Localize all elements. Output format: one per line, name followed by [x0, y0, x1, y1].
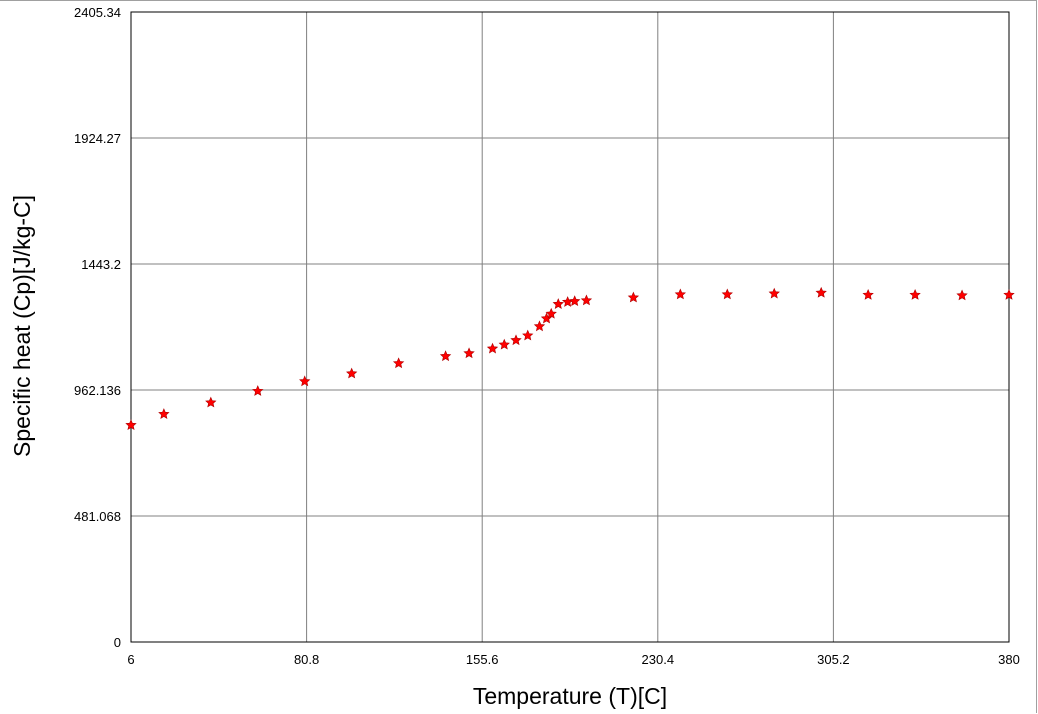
- y-axis-title: Specific heat (Cp)[J/kg-C]: [9, 195, 35, 457]
- data-point: [533, 320, 546, 332]
- plot-area: [130, 11, 1010, 643]
- y-tick-label: 2405.34: [74, 5, 121, 20]
- data-point: [498, 338, 510, 350]
- x-tick-label: 305.2: [817, 652, 850, 667]
- x-tick-label: 380: [998, 652, 1020, 667]
- y-tick-labels: 0 481.068 962.136 1443.2 1924.27 2405.34: [74, 5, 121, 650]
- data-point: [125, 419, 137, 430]
- x-axis-title: Temperature (T)[C]: [473, 683, 667, 709]
- data-point: [674, 288, 686, 300]
- data-point: [158, 408, 170, 419]
- y-tick-label: 0: [114, 635, 121, 650]
- data-point: [569, 295, 581, 307]
- data-point: [768, 287, 780, 299]
- x-tick-label: 230.4: [642, 652, 675, 667]
- data-point: [627, 291, 640, 303]
- data-point: [1003, 289, 1015, 300]
- x-tick-label: 6: [127, 652, 134, 667]
- data-point: [205, 396, 217, 408]
- x-tick-label: 155.6: [466, 652, 499, 667]
- data-point: [392, 357, 405, 369]
- data-point: [552, 298, 564, 309]
- data-point: [439, 350, 452, 362]
- y-tick-label: 1924.27: [74, 131, 121, 146]
- data-point: [522, 329, 534, 341]
- y-tick-label: 1443.2: [81, 257, 121, 272]
- data-point: [909, 289, 921, 300]
- y-tick-label: 962.136: [74, 383, 121, 398]
- data-point: [561, 296, 574, 307]
- grid-lines: [131, 12, 1009, 642]
- data-point: [463, 347, 475, 359]
- data-point: [815, 286, 827, 298]
- data-point: [956, 289, 968, 301]
- data-point: [580, 294, 593, 306]
- x-tick-labels: 6 80.8 155.6 230.4 305.2 380: [127, 652, 1019, 667]
- data-point: [510, 334, 522, 346]
- y-tick-label: 481.068: [74, 509, 121, 524]
- x-tick-label: 80.8: [294, 652, 319, 667]
- data-points: [125, 286, 1015, 430]
- data-point: [299, 375, 311, 387]
- data-point: [862, 289, 874, 300]
- data-point: [545, 307, 557, 319]
- data-point: [721, 288, 733, 300]
- data-point: [486, 342, 499, 354]
- data-point: [346, 367, 358, 379]
- data-point: [252, 385, 264, 396]
